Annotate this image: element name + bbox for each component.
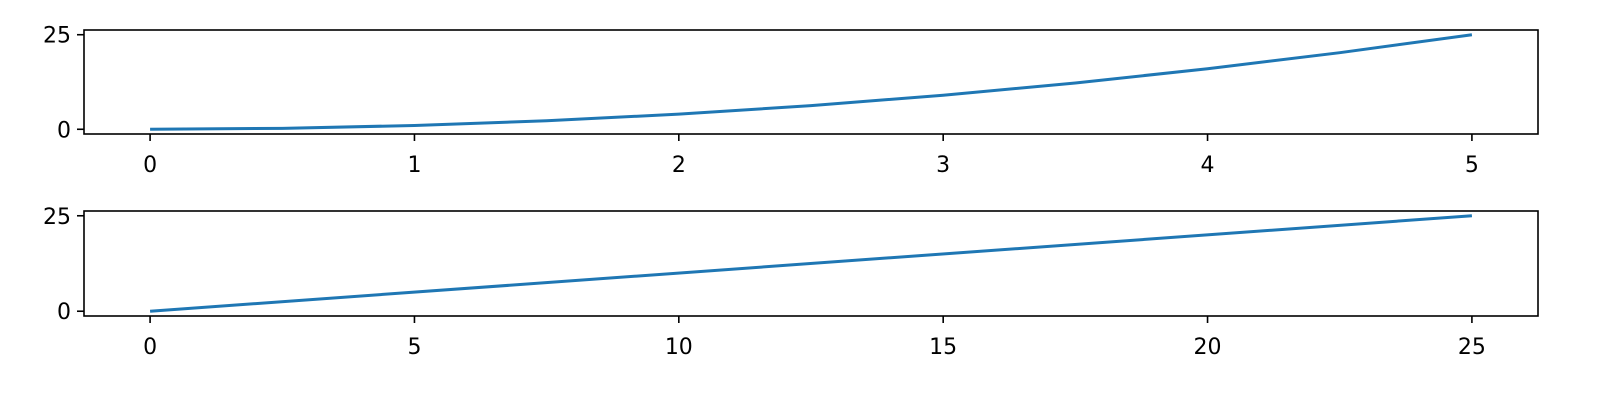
x-tick-label: 2 (672, 153, 686, 178)
x-tick-label: 4 (1201, 153, 1215, 178)
x-tick-label: 20 (1194, 335, 1222, 360)
x-tick-label: 1 (407, 153, 421, 178)
subplot-top: 0 1 2 3 4 5 0 25 (43, 24, 1539, 178)
x-tick-label: 15 (929, 335, 957, 360)
y-tick-label: 25 (43, 24, 71, 49)
x-tick-label: 0 (143, 335, 157, 360)
x-tick-label: 5 (407, 335, 421, 360)
series-line-0-0 (150, 33, 1473, 131)
axes-frame (83, 210, 1539, 317)
axes-frame (83, 29, 1539, 135)
x-tick-label: 5 (1465, 153, 1479, 178)
subplot-bottom: 0 5 10 15 20 25 0 25 (43, 205, 1539, 360)
x-tick-label: 0 (143, 153, 157, 178)
x-tick-label: 10 (665, 335, 693, 360)
series-line-1-0 (149, 214, 1473, 313)
x-tick-label: 3 (936, 153, 950, 178)
y-tick-label: 25 (43, 205, 71, 230)
x-tick-label: 25 (1458, 335, 1486, 360)
y-tick-label: 0 (57, 118, 71, 143)
y-tick-label: 0 (57, 300, 71, 325)
